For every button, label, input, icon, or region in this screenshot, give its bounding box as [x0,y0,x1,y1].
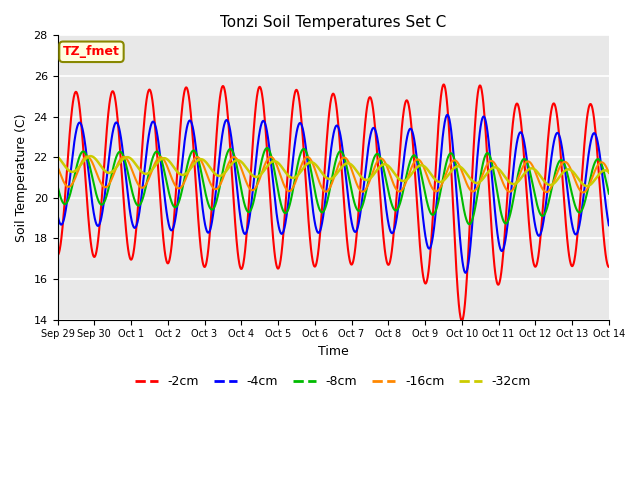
-32cm [87,153,95,159]
-2cm [605,264,612,270]
-32cm [589,179,597,184]
-16cm [605,170,612,176]
Line: -4cm: -4cm [58,115,609,273]
-2cm [589,109,597,115]
Y-axis label: Soil Temperature (C): Soil Temperature (C) [15,113,28,242]
-4cm [54,212,61,217]
Line: -8cm: -8cm [58,148,609,224]
-4cm [82,145,90,151]
-16cm [589,172,597,178]
-4cm [307,191,315,197]
-32cm [589,179,597,185]
-4cm [461,270,469,276]
X-axis label: Time: Time [318,345,349,358]
-16cm [579,190,587,195]
-8cm [488,161,496,167]
-32cm [583,183,591,189]
-16cm [307,157,315,163]
-8cm [307,169,315,175]
-8cm [605,191,612,196]
-2cm [458,318,466,324]
-16cm [589,172,597,178]
-4cm [322,194,330,200]
-32cm [605,169,612,175]
-8cm [465,221,473,227]
Line: -2cm: -2cm [58,84,609,321]
-4cm [605,222,612,228]
-16cm [488,158,496,164]
-2cm [488,236,496,241]
-8cm [589,164,597,170]
Line: -16cm: -16cm [58,156,609,192]
-8cm [54,183,61,189]
-2cm [440,82,447,87]
-4cm [589,131,597,137]
-8cm [82,151,90,156]
-2cm [82,179,90,185]
Legend: -2cm, -4cm, -8cm, -16cm, -32cm: -2cm, -4cm, -8cm, -16cm, -32cm [131,370,536,393]
-4cm [488,177,496,183]
-16cm [54,164,61,169]
-32cm [54,154,61,160]
-4cm [589,131,597,136]
-2cm [54,252,61,258]
-16cm [83,154,91,159]
-2cm [589,111,597,117]
-32cm [488,166,496,171]
-8cm [322,204,330,209]
-32cm [82,156,90,162]
-16cm [322,189,330,194]
-2cm [307,246,315,252]
-2cm [322,153,330,159]
Title: Tonzi Soil Temperatures Set C: Tonzi Soil Temperatures Set C [220,15,446,30]
Line: -32cm: -32cm [58,156,609,186]
-32cm [307,159,315,165]
-8cm [263,145,271,151]
-32cm [322,174,330,180]
Text: TZ_fmet: TZ_fmet [63,45,120,58]
-16cm [82,154,90,160]
-8cm [589,164,597,169]
-4cm [444,112,451,118]
